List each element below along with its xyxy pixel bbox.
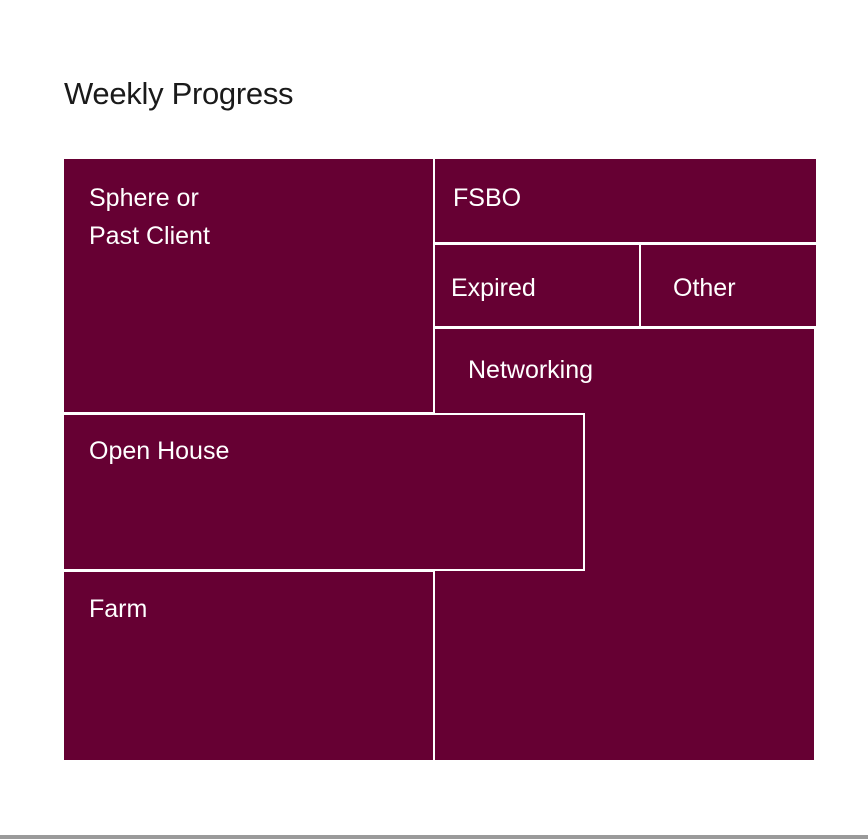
page-title: Weekly Progress bbox=[64, 76, 294, 111]
tile-fsbo[interactable]: FSBO bbox=[433, 157, 818, 244]
tile-label-expired: Expired bbox=[451, 274, 536, 302]
tile-label-open-house: Open House bbox=[89, 437, 230, 465]
tile-sphere-or-past-client[interactable]: Sphere or Past Client bbox=[62, 157, 435, 414]
bottom-divider bbox=[0, 835, 868, 839]
tile-open-house[interactable]: Open House bbox=[62, 413, 585, 571]
tile-label-other: Other bbox=[673, 274, 736, 302]
tile-label-sphere-or-past-client: Sphere or Past Client bbox=[89, 184, 210, 250]
tile-other[interactable]: Other bbox=[639, 243, 818, 328]
tile-farm[interactable]: Farm bbox=[62, 570, 435, 762]
tile-label-networking: Networking bbox=[468, 356, 594, 384]
tile-expired[interactable]: Expired bbox=[433, 243, 641, 328]
tile-label-fsbo: FSBO bbox=[453, 184, 522, 212]
tile-label-farm: Farm bbox=[89, 595, 148, 623]
